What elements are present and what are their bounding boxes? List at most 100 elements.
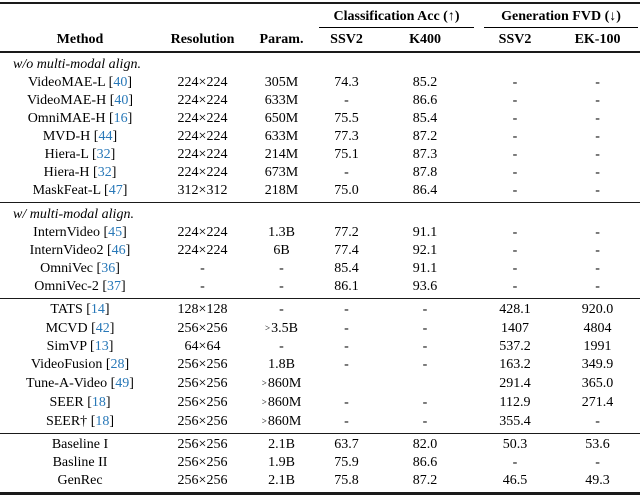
- citation-link[interactable]: 40: [114, 93, 129, 108]
- cls-k400-cell: 82.0: [412, 437, 438, 452]
- citation-link[interactable]: 28: [110, 357, 125, 372]
- cls-k400-cell: 87.8: [412, 165, 438, 180]
- citation-link[interactable]: 14: [90, 302, 105, 317]
- fvd-ek100-cell: -: [595, 261, 600, 276]
- cls-k400-cell: -: [422, 302, 428, 317]
- greater-than-symbol: >: [265, 323, 271, 333]
- param-cell: >860M: [261, 376, 302, 391]
- greater-than-symbol: >: [261, 378, 267, 388]
- fvd-ek100-cell: 1991: [583, 339, 612, 354]
- fvd-ssv2-cell: -: [512, 243, 518, 258]
- citation-link[interactable]: 49: [115, 375, 130, 391]
- fvd-ek100-cell: -: [595, 183, 600, 198]
- fvd-ssv2-cell: 50.3: [502, 437, 528, 452]
- resolution-cell: 256×256: [177, 437, 228, 452]
- resolution-cell: 224×224: [177, 243, 228, 258]
- fvd-ssv2-cell: 537.2: [499, 339, 531, 354]
- citation-link[interactable]: 32: [97, 165, 112, 180]
- resolution-cell: -: [200, 261, 205, 276]
- fvd-ek100-cell: -: [595, 243, 600, 258]
- table-row: GenRec 256×256 2.1B 75.8 87.2 46.5 49.3: [0, 472, 640, 494]
- method-cell: InternVideo2 [46]: [29, 243, 131, 258]
- method-cell: OmniVec [36]: [40, 261, 120, 276]
- citation-link[interactable]: 42: [95, 320, 110, 336]
- fvd-ssv2-cell: -: [512, 75, 518, 90]
- citation-link[interactable]: 18: [95, 413, 110, 429]
- resolution-cell: 256×256: [177, 394, 228, 410]
- fvd-ssv2-cell: 46.5: [502, 473, 528, 488]
- table-row: OmniVec-2 [37] - - 86.1 93.6 - -: [0, 278, 640, 299]
- table-section-4: Baseline I 256×256 2.1B 63.7 82.0 50.3 53.6 Bas…: [0, 433, 640, 494]
- method-cell: Hiera-L [32]: [44, 147, 116, 162]
- cls-ssv2-cell: 86.1: [334, 279, 359, 294]
- citation-link[interactable]: 16: [113, 111, 128, 126]
- cls-k400-cell: -: [422, 357, 428, 372]
- citation-link[interactable]: 32: [96, 147, 111, 162]
- fvd-ek100-cell: -: [595, 129, 600, 144]
- section-header-label: w/o multi-modal align.: [13, 57, 141, 72]
- table-header: Classification Acc (↑) Generation FVD (↓…: [0, 3, 640, 52]
- cls-k400-cell: 91.1: [412, 261, 438, 276]
- citation-link[interactable]: 37: [107, 279, 122, 294]
- method-cell: VideoMAE-H [40]: [26, 93, 134, 108]
- citation-link[interactable]: 36: [101, 261, 116, 276]
- table-section-3: TATS [14] 128×128 - - - 428.1 920.0 MCVD [42] 25…: [0, 298, 640, 434]
- citation-link[interactable]: 44: [98, 129, 113, 144]
- method-cell: Tune-A-Video [49]: [26, 375, 134, 391]
- table-row: InternVideo [45] 224×224 1.3B 77.2 91.1 - -: [0, 224, 640, 242]
- fvd-ssv2-cell: -: [512, 279, 518, 294]
- citation-link[interactable]: 13: [94, 339, 109, 354]
- cls-ssv2-cell: -: [344, 394, 349, 410]
- fvd-ssv2-cell: -: [512, 225, 518, 240]
- fvd-ek100-cell: -: [595, 147, 600, 162]
- citation-link[interactable]: 40: [113, 75, 128, 90]
- resolution-cell: 256×256: [177, 473, 228, 488]
- resolution-cell: -: [200, 279, 205, 294]
- table-row: Hiera-L [32] 224×224 214M 75.1 87.3 - -: [0, 146, 640, 164]
- section-header-row: w/ multi-modal align.: [0, 203, 640, 225]
- param-cell: -: [279, 302, 284, 317]
- group-header-classification-label: Classification Acc (↑): [319, 9, 475, 28]
- cls-ssv2-cell: 75.9: [334, 455, 359, 470]
- cls-ssv2-cell: -: [344, 165, 349, 180]
- cls-k400-cell: [375, 374, 475, 393]
- section-header-row: w/o multi-modal align.: [0, 52, 640, 74]
- cls-ssv2-cell: -: [344, 320, 349, 336]
- fvd-ek100-cell: -: [595, 111, 600, 126]
- table-row: MVD-H [44] 224×224 633M 77.3 87.2 - -: [0, 128, 640, 146]
- fvd-ssv2-cell: 112.9: [499, 394, 531, 410]
- citation-link[interactable]: 46: [111, 243, 126, 258]
- citation-link[interactable]: 47: [108, 183, 123, 198]
- group-header-classification: Classification Acc (↑): [318, 3, 475, 28]
- cls-ssv2-cell: -: [344, 93, 349, 108]
- column-header-resolution: Resolution: [170, 31, 235, 47]
- column-header-fvd-ssv2: SSV2: [498, 31, 532, 47]
- cls-k400-cell: 86.6: [412, 93, 438, 108]
- resolution-cell: 224×224: [177, 225, 228, 240]
- param-cell: -: [279, 279, 284, 294]
- cls-ssv2-cell: 75.0: [334, 183, 359, 198]
- resolution-cell: 64×64: [184, 339, 221, 354]
- table-row: VideoFusion [28] 256×256 1.8B - - 163.2 349.9: [0, 356, 640, 374]
- citation-link[interactable]: 45: [108, 225, 123, 240]
- citation-link[interactable]: 18: [91, 394, 106, 410]
- cls-k400-cell: -: [422, 339, 428, 354]
- fvd-ssv2-cell: 428.1: [499, 302, 531, 317]
- fvd-ssv2-cell: -: [512, 183, 518, 198]
- method-cell: VideoMAE-L [40]: [27, 75, 133, 90]
- fvd-ek100-cell: 271.4: [581, 394, 614, 410]
- fvd-ek100-cell: -: [595, 165, 600, 180]
- method-cell: MaskFeat-L [47]: [32, 183, 128, 198]
- fvd-ssv2-cell: 355.4: [499, 413, 531, 429]
- table-row: SEER† [18] 256×256 >860M - - 355.4 -: [0, 412, 640, 434]
- table-row: TATS [14] 128×128 - - - 428.1 920.0: [0, 299, 640, 320]
- cls-ssv2-cell: 85.4: [334, 261, 359, 276]
- cls-ssv2-cell: -: [344, 357, 349, 372]
- cls-ssv2-cell: [318, 374, 375, 393]
- cls-ssv2-cell: 77.2: [334, 225, 359, 240]
- section-header-label: w/ multi-modal align.: [13, 207, 134, 222]
- fvd-ssv2-cell: -: [512, 147, 518, 162]
- method-cell: SimVP [13]: [46, 339, 114, 354]
- group-header-spacer: [0, 3, 318, 28]
